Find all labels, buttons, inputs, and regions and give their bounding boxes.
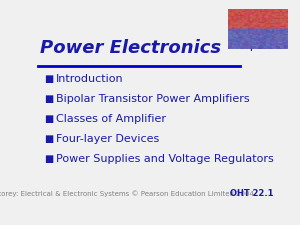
Text: Power Electronics: Power Electronics — [40, 39, 221, 57]
Text: ■: ■ — [44, 94, 54, 104]
Text: ■: ■ — [44, 154, 54, 164]
Text: Chapter 22: Chapter 22 — [231, 41, 286, 51]
Text: Introduction: Introduction — [56, 74, 124, 84]
Text: Power Supplies and Voltage Regulators: Power Supplies and Voltage Regulators — [56, 154, 274, 164]
Text: Bipolar Transistor Power Amplifiers: Bipolar Transistor Power Amplifiers — [56, 94, 250, 104]
Text: ■: ■ — [44, 74, 54, 84]
Text: ■: ■ — [44, 134, 54, 144]
Text: Classes of Amplifier: Classes of Amplifier — [56, 114, 166, 124]
Text: OHT 22.1: OHT 22.1 — [230, 189, 273, 198]
Text: Storey: Electrical & Electronic Systems © Pearson Education Limited 2004: Storey: Electrical & Electronic Systems … — [0, 190, 254, 197]
Text: Four-layer Devices: Four-layer Devices — [56, 134, 159, 144]
Text: ■: ■ — [44, 114, 54, 124]
